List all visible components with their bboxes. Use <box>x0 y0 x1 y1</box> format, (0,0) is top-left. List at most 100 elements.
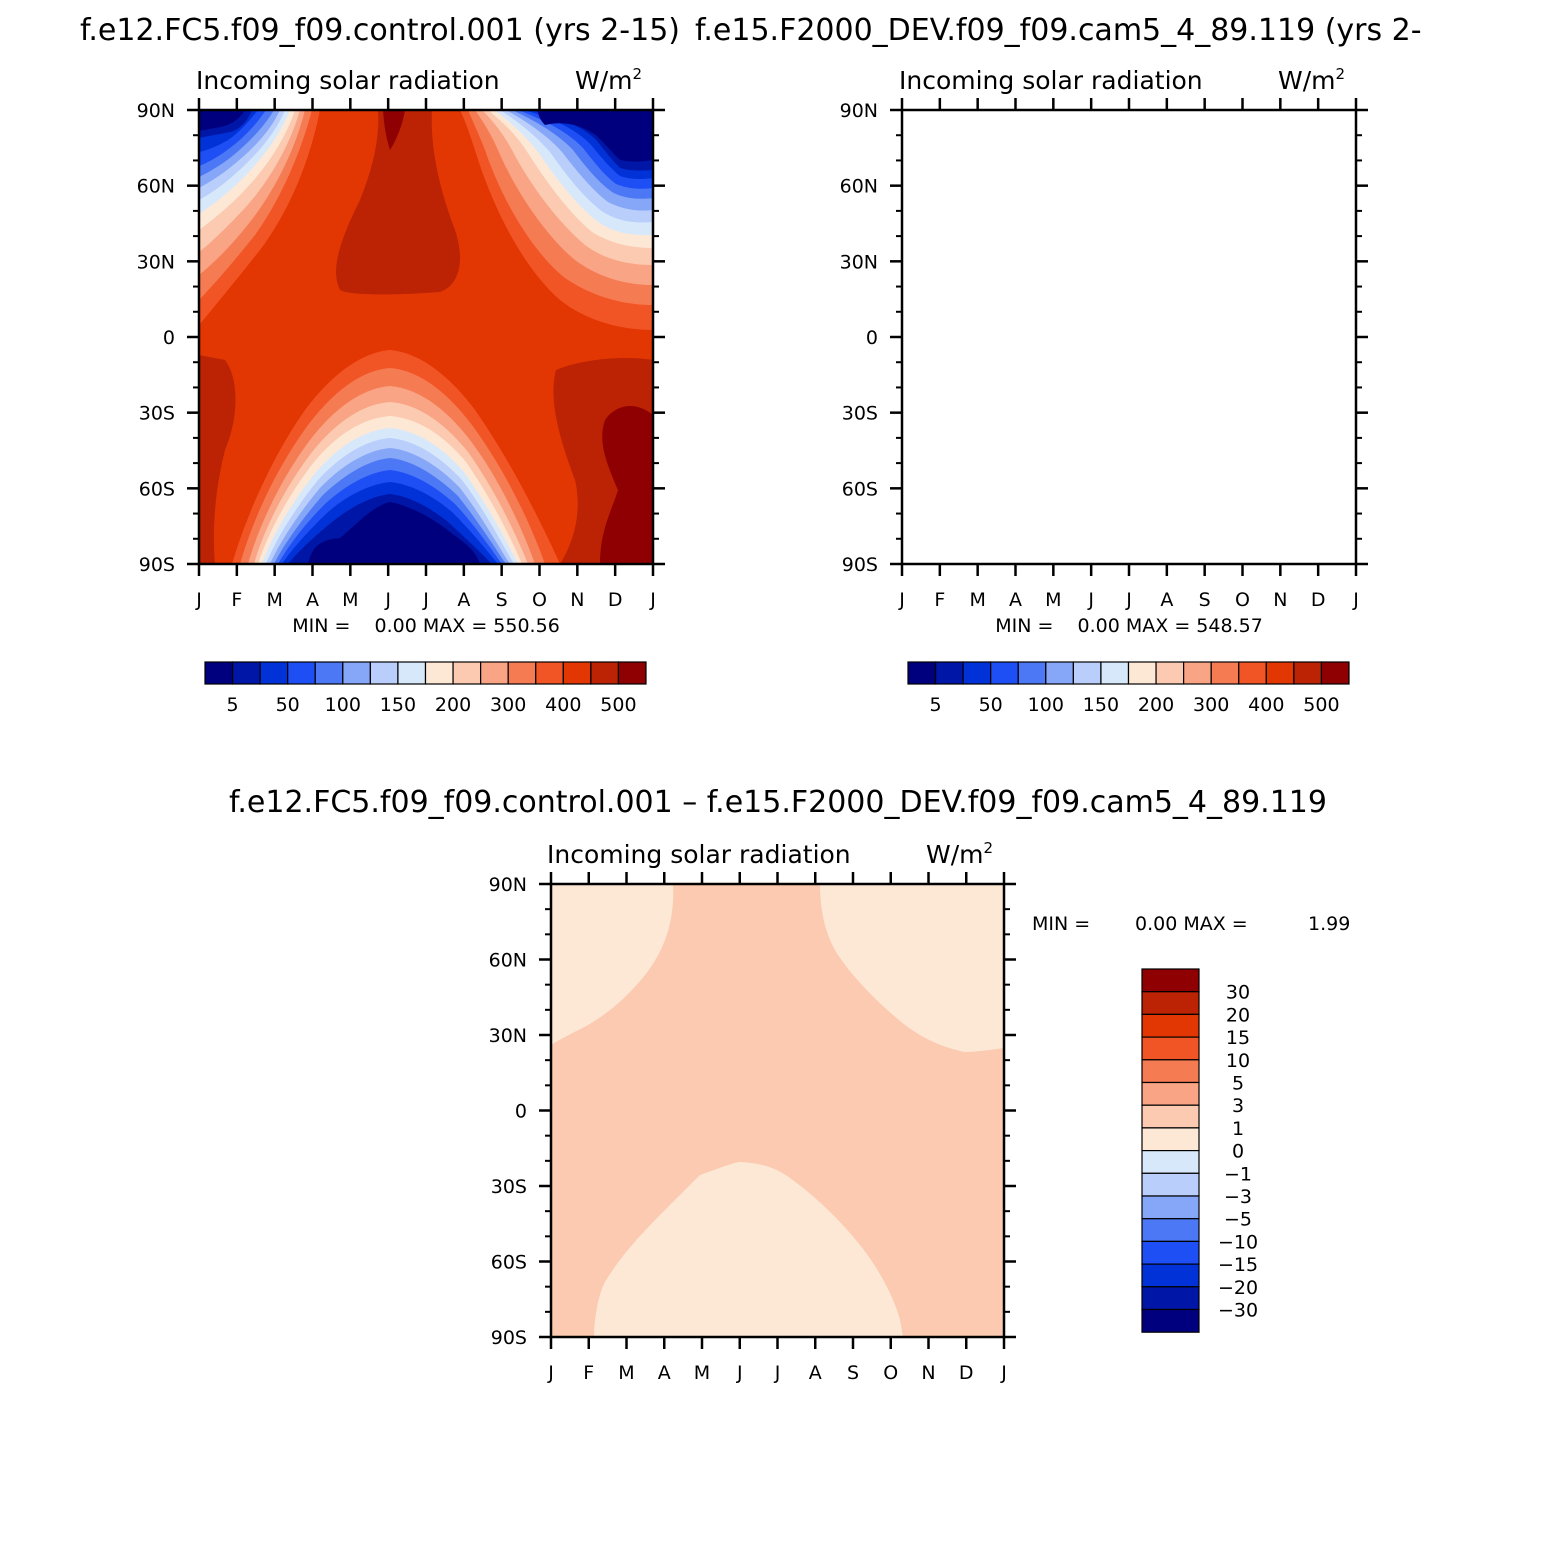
colorbar-label: 300 <box>1193 694 1229 716</box>
band-500-plus-south-right <box>1256 358 1356 564</box>
x-tick-label: A <box>1009 589 1022 611</box>
bottom-title: f.e12.FC5.f09_f09.control.001 – f.e15.F2… <box>229 785 1327 820</box>
x-tick-label: J <box>195 589 202 611</box>
band-sd-9 <box>977 458 1209 564</box>
axis-ticks: J F M A M J J A S O N D J 90N 60N 30N 0 30S 60S 90S <box>489 872 1016 1384</box>
band-sd-13 <box>1011 502 1183 564</box>
units-label: W/m2 <box>1278 65 1345 95</box>
colorbar-label: −10 <box>1218 1231 1258 1253</box>
y-tick-label: 30S <box>491 1176 527 1198</box>
colorbar-label: −30 <box>1218 1300 1258 1322</box>
min-label: MIN = <box>1032 913 1090 935</box>
band-nr-3 <box>1178 110 1356 285</box>
colorbar-box <box>1155 661 1185 685</box>
units-label: W/m2 <box>575 65 642 95</box>
band-sd-13 <box>308 502 480 564</box>
band-max-north <box>1086 110 1108 150</box>
band-500-plus-south-left <box>902 355 939 564</box>
colorbar-label: 10 <box>1226 1050 1250 1072</box>
band-max-south <box>600 405 653 564</box>
min-max-values: 0.00 MAX = <box>1135 913 1248 935</box>
min-max-stats: MIN = 0.00 MAX = 550.56 <box>292 615 560 637</box>
band-300-400-nr <box>1163 110 1356 330</box>
band-max-south <box>1303 406 1356 564</box>
x-tick-label: J <box>422 589 429 611</box>
colorbar-label: −1 <box>1224 1163 1252 1185</box>
band-nr-6 <box>1197 110 1356 235</box>
y-tick-label: 30N <box>840 251 878 273</box>
colorbar-box <box>1265 661 1295 685</box>
colorbar-label: 150 <box>380 694 416 716</box>
x-tick-label: D <box>959 1362 974 1384</box>
y-tick-label: 0 <box>163 327 175 349</box>
panel-title: Incoming solar radiation <box>196 66 500 95</box>
band-nr-2 <box>1171 110 1356 305</box>
colorbar-box <box>617 661 647 685</box>
band-200-300-nl <box>902 110 1015 300</box>
band-sd-5 <box>961 416 1225 564</box>
x-tick-label: A <box>809 1362 822 1384</box>
colorbar-label: 0 <box>1232 1141 1244 1163</box>
y-tick-label: 0 <box>515 1101 527 1123</box>
colorbar-box <box>204 661 234 685</box>
x-tick-label: N <box>1273 589 1287 611</box>
band-sd-3 <box>951 386 1238 564</box>
x-tick-label: J <box>547 1362 554 1384</box>
band-400-500 <box>902 110 1356 564</box>
y-tick-label: 60N <box>840 176 878 198</box>
colorbar-box <box>480 661 509 685</box>
colorbar-box <box>1141 1149 1200 1174</box>
colorbar-label: −5 <box>1224 1209 1252 1231</box>
x-tick-label: M <box>342 589 358 611</box>
x-tick-label: M <box>694 1362 710 1384</box>
colorbar-box <box>259 661 289 685</box>
y-tick-label: 60S <box>842 478 878 500</box>
colorbar-box <box>1127 661 1157 685</box>
colorbar: 5 50 100 150 200 300 400 500 <box>907 661 1350 716</box>
x-tick-label: S <box>847 1362 859 1384</box>
band-500-plus-south-left <box>199 355 236 564</box>
colorbar-box <box>452 661 482 685</box>
colorbar-box <box>1017 661 1047 685</box>
x-tick-label: F <box>934 589 945 611</box>
colorbar-box <box>1045 661 1074 685</box>
colorbar-label: 400 <box>545 694 581 716</box>
colorbar-box <box>1141 1263 1200 1288</box>
colorbar-label: 500 <box>1303 694 1339 716</box>
band-max-north <box>383 110 405 150</box>
panel-difference: J F M A M J J A S O N D J 90N 60N 30N 0 30S 60S 90S Incomin… <box>489 839 1351 1384</box>
colorbar-box <box>590 661 620 685</box>
max-value: 1.99 <box>1308 913 1350 935</box>
band-nl-10 <box>902 110 969 166</box>
x-tick-label: O <box>883 1362 898 1384</box>
band-sd-8 <box>973 448 1213 564</box>
colorbar-label: 5 <box>1232 1073 1244 1095</box>
band-nr-13 <box>538 110 653 162</box>
colorbar-box <box>907 661 937 685</box>
colorbar-box <box>1141 1013 1200 1038</box>
colorbar-label: 5 <box>227 694 239 716</box>
y-tick-label: 90S <box>491 1327 527 1349</box>
y-tick-label: 90N <box>489 874 527 896</box>
colorbar-label: −20 <box>1218 1277 1258 1299</box>
colorbar: 5 50 100 150 200 300 400 500 <box>204 661 647 716</box>
band-0-1-north-right <box>820 884 1004 1052</box>
band-sd-7 <box>969 438 1217 564</box>
band-nl-12 <box>902 110 955 138</box>
colorbar-box <box>1100 661 1130 685</box>
axis-ticks: J F M A M J J A S O N D J 90N 60N 30N 0 30S 60S 90S <box>840 98 1368 611</box>
y-tick-label: 60N <box>489 950 527 972</box>
colorbar-label: 100 <box>1028 694 1064 716</box>
band-500-plus-north <box>1039 110 1163 294</box>
band-sd-12 <box>991 494 1195 564</box>
band-500-plus-north <box>336 110 460 295</box>
band-nl-11 <box>902 110 961 152</box>
band-300-400-nl <box>902 110 1023 325</box>
band-nl-3 <box>902 110 1008 275</box>
y-tick-label: 60N <box>137 176 175 198</box>
band-nr-13 <box>1241 110 1356 162</box>
colorbar-label: 150 <box>1083 694 1119 716</box>
colorbar-box <box>369 661 399 685</box>
